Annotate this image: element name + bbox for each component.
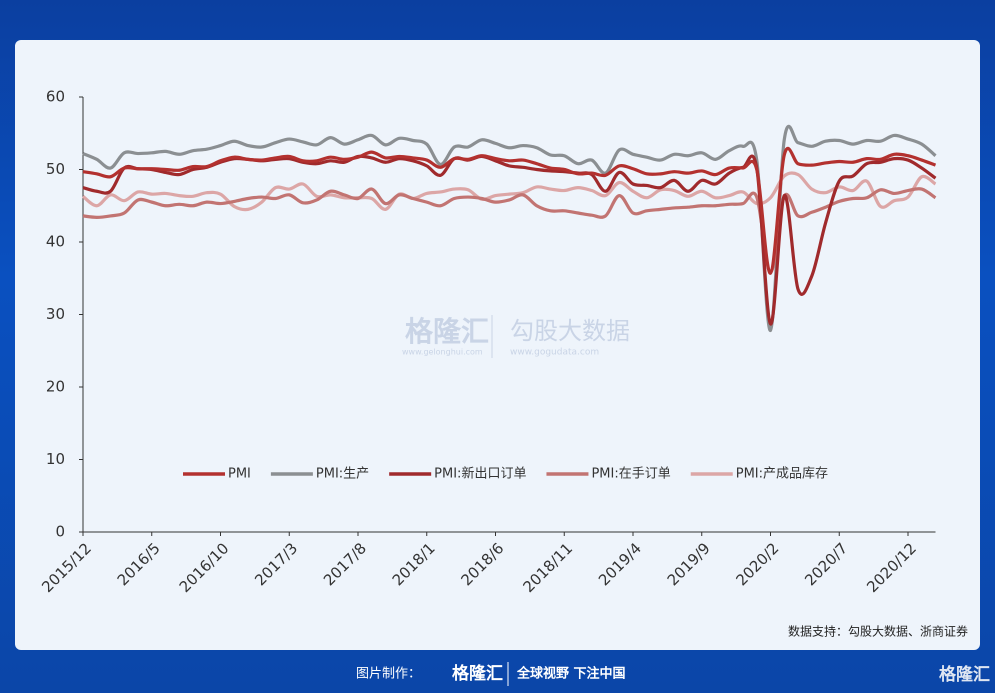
x-tick-label: 2017/8 — [320, 539, 370, 589]
x-tick-label: 2018/1 — [389, 539, 439, 589]
series-line — [82, 124, 937, 333]
x-tick-label: 2019/4 — [595, 539, 645, 589]
y-tick-label: 0 — [55, 523, 65, 541]
x-tick-label: 2019/9 — [664, 539, 714, 589]
series-line — [82, 154, 937, 326]
corner-logo: 格隆汇 — [939, 664, 990, 685]
footer-label: 图片制作： — [356, 667, 421, 682]
series-line — [81, 171, 937, 212]
x-tick-label: 2020/2 — [732, 539, 782, 589]
watermark-url: www.gogudata.com — [510, 348, 599, 358]
y-tick-label: 50 — [46, 160, 65, 178]
x-tick-label: 2017/3 — [251, 539, 301, 589]
series-line — [82, 146, 937, 275]
legend-label: PMI — [228, 467, 251, 482]
x-tick-label: 2018/6 — [457, 539, 507, 589]
y-tick-label: 40 — [46, 233, 65, 251]
series-line — [82, 187, 937, 275]
y-tick-label: 20 — [46, 378, 65, 396]
watermark-url: www.gelonghui.com — [402, 348, 483, 357]
watermark: 勾股大数据 — [510, 317, 630, 345]
source-note: 数据支持：勾股大数据、浙商证券 — [788, 624, 968, 639]
chart-card — [15, 40, 980, 650]
y-tick-label: 30 — [46, 305, 65, 323]
footer-slogan: 全球视野 下注中国 — [516, 666, 626, 682]
x-tick-label: 2015/12 — [38, 539, 95, 596]
legend-label: PMI:生产 — [316, 467, 369, 482]
legend-label: PMI:新出口订单 — [434, 466, 526, 482]
x-tick-label: 2018/11 — [519, 539, 576, 596]
y-tick-label: 10 — [46, 450, 65, 468]
legend-label: PMI:产成品库存 — [736, 466, 828, 482]
legend-label: PMI:在手订单 — [591, 467, 670, 482]
x-tick-label: 2020/7 — [801, 539, 851, 589]
watermark: 格隆汇 — [405, 315, 489, 348]
y-tick-label: 60 — [46, 88, 65, 106]
x-tick-label: 2016/10 — [176, 539, 233, 596]
footer-brand: 格隆汇 — [452, 663, 503, 684]
x-tick-label: 2020/12 — [863, 539, 920, 596]
x-tick-label: 2016/5 — [114, 539, 164, 589]
